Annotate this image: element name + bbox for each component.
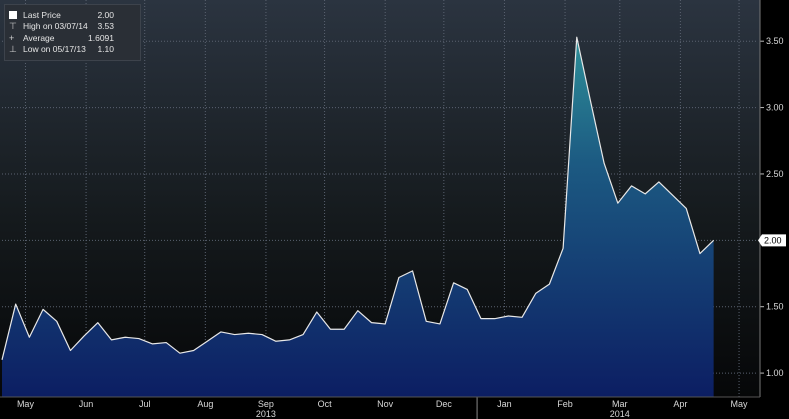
x-tick-label: Nov	[377, 399, 394, 409]
axis-background	[760, 0, 789, 419]
year-label: 2013	[256, 409, 276, 419]
legend-label: Average	[23, 32, 55, 43]
legend-value: 1.10	[97, 44, 114, 55]
x-tick-label: May	[731, 399, 749, 409]
average-marker-icon: +	[9, 32, 15, 43]
x-tick-label: Dec	[436, 399, 453, 409]
last-value-box	[758, 234, 786, 247]
legend-item-last-price: Last Price 2.00	[9, 9, 136, 21]
last-price-square-icon	[9, 10, 23, 20]
x-tick-label: Feb	[557, 399, 573, 409]
legend: Last Price 2.00 ⊤ High on 03/07/14 3.53 …	[4, 4, 141, 61]
year-label: 2014	[610, 409, 630, 419]
x-tick-label: May	[17, 399, 35, 409]
y-tick-label: 1.50	[766, 302, 784, 312]
legend-label: Last Price	[23, 9, 61, 20]
x-tick-label: Oct	[318, 399, 333, 409]
x-tick-label: Apr	[673, 399, 687, 409]
x-axis: May Jun Jul Aug Sep Oct Nov Dec Jan Feb Mar Apr May 2…	[0, 396, 760, 419]
legend-label: High on 03/07/14	[23, 21, 88, 32]
x-tick-label: Jul	[139, 399, 151, 409]
y-tick-label: 3.00	[766, 103, 784, 113]
legend-item-high: ⊤ High on 03/07/14 3.53	[9, 21, 136, 33]
x-tick-label: Aug	[197, 399, 213, 409]
x-axis-background	[0, 397, 789, 419]
last-value-marker: 2.00	[758, 234, 786, 247]
y-tick-label: 2.50	[766, 169, 784, 179]
legend-value: 2.00	[97, 9, 114, 20]
legend-item-low: ⊥ Low on 05/17/13 1.10	[9, 44, 136, 56]
series-area	[1, 36, 715, 397]
x-tick-label: Jun	[79, 399, 94, 409]
legend-value: 1.6091	[88, 32, 114, 43]
legend-label: Low on 05/17/13	[23, 44, 86, 55]
series-area-fill	[2, 37, 714, 397]
last-value-label: 2.00	[764, 235, 782, 245]
x-tick-label: Sep	[258, 399, 274, 409]
x-tick-label: Mar	[612, 399, 628, 409]
x-tick-label: Jan	[497, 399, 512, 409]
grid	[2, 0, 758, 397]
y-tick-label: 3.50	[766, 36, 784, 46]
series-line	[1, 36, 715, 360]
legend-value: 3.53	[97, 21, 114, 32]
legend-item-average: + Average 1.6091	[9, 32, 136, 44]
high-marker-icon: ⊤	[9, 20, 17, 31]
low-marker-icon: ⊥	[9, 43, 17, 54]
y-tick-label: 1.00	[766, 368, 784, 378]
